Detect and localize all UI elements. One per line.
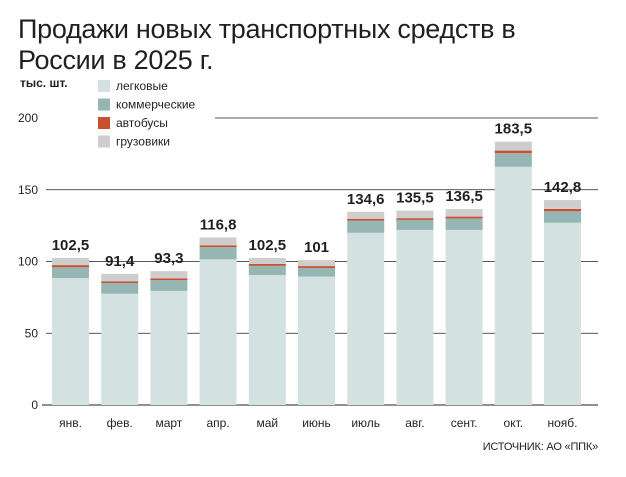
legend-label: легковые	[116, 79, 168, 93]
bar-7-segment-3	[347, 218, 385, 221]
bar-8-segment-1	[396, 229, 434, 405]
total-label: 116,8	[200, 216, 237, 233]
bar-6-segment-1	[298, 276, 335, 405]
bar-3-segment-1	[150, 290, 188, 405]
bar-8-segment-4	[396, 210, 434, 219]
legend-swatch	[98, 135, 110, 148]
legend-swatch	[98, 117, 110, 129]
total-label: 102,5	[52, 237, 90, 254]
total-label: 93,3	[154, 250, 183, 267]
bar-9-segment-3	[445, 216, 483, 219]
x-category-label: июнь	[302, 416, 331, 430]
x-category-label: окт.	[504, 416, 524, 430]
bar-10-segment-1	[494, 166, 532, 405]
bar-4-segment-2	[199, 247, 237, 260]
x-category-label: март	[155, 416, 182, 430]
y-tick-label: 100	[18, 255, 38, 269]
bar-2-segment-3	[101, 281, 139, 284]
bar-2-segment-2	[101, 283, 139, 294]
bar-7-segment-1	[347, 232, 385, 405]
bar-4-segment-1	[199, 259, 237, 405]
bar-8-segment-3	[396, 218, 434, 220]
legend-label: грузовики	[116, 135, 170, 149]
bar-2-segment-1	[101, 293, 139, 405]
y-axis-unit-label: тыс. шт.	[20, 76, 68, 90]
bar-11-segment-4	[544, 200, 581, 209]
bar-7-segment-2	[347, 220, 385, 233]
chart-title: Продажи новых транспортных средств в Рос…	[18, 14, 516, 75]
legend: легковые коммерческие автобусы грузовики	[98, 79, 196, 149]
bar-4-segment-4	[199, 237, 237, 246]
x-category-label: апр.	[207, 416, 230, 430]
bar-9-segment-4	[445, 209, 483, 217]
total-label: 91,4	[105, 253, 135, 270]
bars	[52, 141, 581, 405]
bar-10-segment-4	[494, 141, 532, 151]
y-tick-label: 200	[18, 111, 38, 125]
bar-5-segment-2	[248, 265, 286, 276]
bar-9-segment-1	[445, 229, 483, 405]
total-label: 136,5	[445, 188, 483, 205]
bar-6-segment-2	[298, 267, 335, 277]
x-category-label: нояб.	[547, 416, 577, 430]
bar-1-segment-1	[52, 278, 89, 405]
x-category-label: май	[256, 416, 278, 430]
source-note: ИСТОЧНИК: АО «ППК»	[482, 441, 598, 453]
bar-11-segment-1	[544, 222, 581, 405]
bar-5-segment-1	[248, 275, 286, 405]
bar-6-segment-4	[298, 260, 335, 267]
legend-swatch	[98, 98, 110, 111]
bar-4-segment-3	[199, 245, 237, 248]
bar-3-segment-2	[150, 280, 188, 291]
total-label: 135,5	[396, 190, 434, 207]
x-category-label: сент.	[451, 416, 478, 430]
bar-2-segment-4	[101, 273, 139, 282]
bar-1-segment-3	[52, 265, 89, 268]
bar-5-segment-4	[248, 257, 286, 264]
bar-11-segment-2	[544, 211, 581, 223]
bar-5-segment-3	[248, 263, 286, 266]
total-label: 134,6	[347, 191, 385, 208]
x-category-label: авг.	[405, 416, 424, 430]
x-category-label: фев.	[107, 416, 133, 430]
legend-label: автобусы	[116, 116, 168, 130]
x-category-label: янв.	[59, 416, 82, 430]
labels: 102,5 янв. 91,4 фев. 93,3 март 116,8 апр. 102,5 м…	[52, 121, 582, 430]
x-category-label: июль	[351, 416, 380, 430]
y-tick-label: 150	[18, 183, 38, 197]
y-tick-label: 0	[31, 398, 38, 412]
bar-1-segment-2	[52, 267, 89, 279]
bar-6-segment-3	[298, 266, 335, 268]
bar-8-segment-2	[396, 219, 434, 230]
bar-10-segment-2	[494, 153, 532, 167]
legend-label: коммерческие	[116, 98, 196, 112]
legend-swatch	[98, 80, 110, 92]
total-label: 102,5	[249, 237, 287, 254]
bar-10-segment-3	[494, 150, 532, 154]
total-label: 183,5	[495, 121, 533, 138]
bar-11-segment-3	[544, 208, 581, 212]
y-tick-label: 50	[25, 326, 39, 340]
bar-1-segment-4	[52, 257, 89, 266]
bar-3-segment-3	[150, 278, 188, 281]
bar-3-segment-4	[150, 271, 188, 279]
bar-9-segment-2	[445, 218, 483, 230]
total-label: 101	[304, 239, 329, 256]
bar-7-segment-4	[347, 211, 385, 219]
total-label: 142,8	[544, 179, 582, 196]
